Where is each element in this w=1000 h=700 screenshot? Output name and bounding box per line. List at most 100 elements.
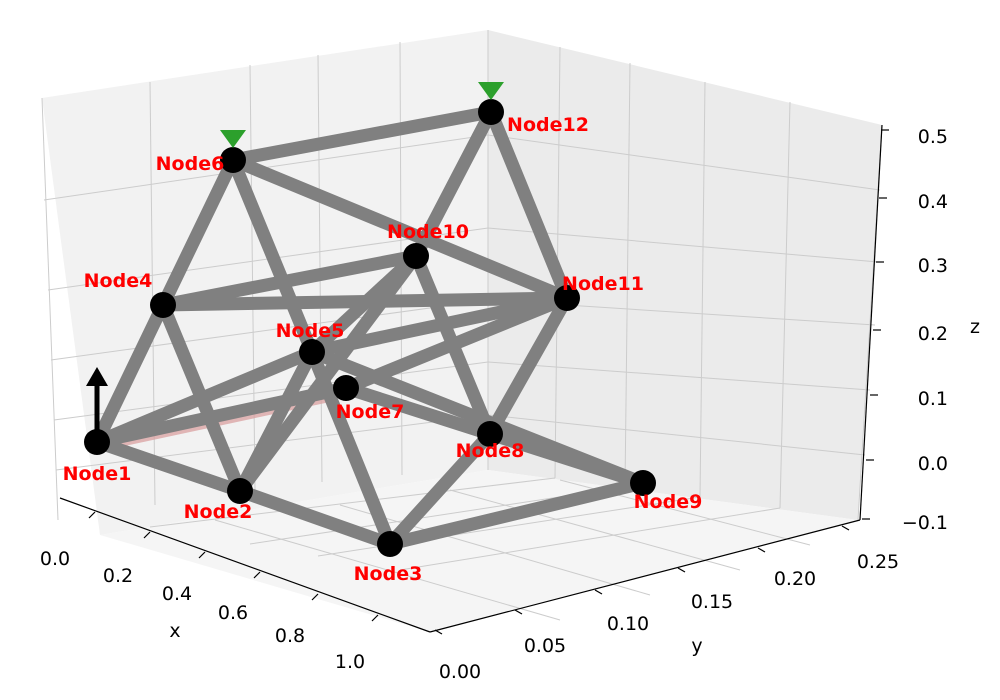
member-Node1-Node2 [90,435,247,498]
label-Node6: Node6 [156,153,225,175]
y-tick-mark [594,589,603,595]
y-tick-label: 0.15 [691,591,733,613]
x-tick-label: 0.2 [103,565,133,587]
axes-lines [59,124,883,633]
member-Node1-Node4 [90,298,170,449]
grid-left-h-2 [50,299,489,361]
member-Node11-Node8 [483,291,574,441]
z-tick-label: −0.1 [902,512,948,534]
y-tick-label: 0.25 [857,551,899,573]
member-Node5-Node3 [305,345,397,551]
member-Node11-Node5 [305,291,574,359]
node-Node12 [478,99,504,125]
node-labels: Node1 Node2 Node3 Node4 Node5 Node6 Node7 Node8… [63,114,703,585]
grid-right-h-4 [487,414,866,456]
label-Node3: Node3 [354,563,423,585]
member-Node8-Node3 [383,427,497,551]
label-Node4: Node4 [84,270,153,292]
grid-right-v-1 [624,62,631,488]
node-Node5 [299,339,325,365]
z-axis-label: z [970,316,980,338]
support-Node6 [220,130,246,148]
member-Node7-Node8 [339,381,497,441]
member-Node12-Node11 [484,105,574,305]
node-Node6 [220,147,246,173]
y-tick-mark [841,525,850,531]
grid-floor-4 [214,519,561,621]
grid-right-h-1 [487,227,879,263]
x-tick-label: 0.0 [40,548,70,570]
grid-right-h-0 [487,134,881,191]
x-tick-mark [311,593,319,601]
grid-left-v-2 [249,64,256,491]
member-Node5-Node1 [90,345,319,449]
label-Node10: Node10 [387,221,469,243]
z-tick-label: 0.2 [918,323,948,345]
member-Node6-Node11 [226,153,574,305]
z-tick-label: 0.0 [918,453,948,475]
grid-right-v-2 [699,81,706,498]
y-tick-label: 0.20 [774,568,816,590]
node-Node8 [477,421,503,447]
node-Node7 [333,375,359,401]
x-axis-line [59,497,431,633]
z-tick-label: 0.5 [918,126,948,148]
member-Node6-Node5 [226,153,319,359]
node-Node1 [84,429,110,455]
x-tick-mark [371,614,379,622]
x-tick-label: 0.8 [275,625,305,647]
support-Node12 [478,82,504,100]
member-Node2-Node3 [233,484,397,551]
member-Node3-Node9 [383,476,650,551]
grid-right-v-3 [779,101,791,509]
axes-grid [41,30,883,621]
label-Node2: Node2 [184,501,253,523]
x-tick-mark [198,551,206,559]
x-axis-label: x [169,620,180,642]
label-Node11: Node11 [562,273,644,295]
x-tick-label: 0.4 [162,583,192,605]
label-Node9: Node9 [634,491,703,513]
grid-left-v-0 [41,97,59,521]
node-Node10 [403,243,429,269]
z-tick-label: 0.1 [918,388,948,410]
y-tick-mark [677,567,686,573]
label-Node12: Node12 [507,114,589,136]
truss-members [90,105,650,551]
node-Node2 [227,478,253,504]
load-arrows [86,367,108,432]
node-Node4 [150,292,176,318]
grid-floor-0 [149,477,556,528]
y-tick-mark [757,547,766,553]
label-Node1: Node1 [63,463,132,485]
x-tick-label: 0.6 [218,602,248,624]
label-Node5: Node5 [276,320,345,342]
y-tick-label: 0.10 [607,613,649,635]
y-tick-mark [514,609,523,615]
axis-ticks: 0.0 0.2 0.4 0.6 0.8 1.0 0.00 0.05 0.10 0.15 0.20 0.… [40,126,980,683]
grid-left-h-3 [53,361,489,421]
support-markers [220,82,504,148]
x-tick-mark [253,571,261,579]
grid-floor-6 [449,489,741,571]
node-Node9 [630,470,656,496]
member-Node4-Node6 [156,153,240,312]
x-tick-mark [143,531,151,539]
z-tick-label: 0.4 [918,191,948,213]
node-Node3 [377,531,403,557]
y-axis-line [429,519,861,633]
node-Node11 [554,285,580,311]
x-tick-mark [88,511,96,519]
y-axis-label: y [691,635,702,657]
label-Node8: Node8 [456,440,525,462]
y-tick-label: 0.00 [439,661,481,683]
member-Node10-Node2 [233,249,423,498]
x-tick-label: 1.0 [335,651,365,673]
member-Node11-Node7 [339,291,574,395]
grid-floor-5 [339,504,651,596]
z-tick-label: 0.3 [918,255,948,277]
load-arrow-head [86,367,108,386]
member-Node6-Node12 [226,105,498,167]
y-tick-label: 0.05 [524,635,566,657]
